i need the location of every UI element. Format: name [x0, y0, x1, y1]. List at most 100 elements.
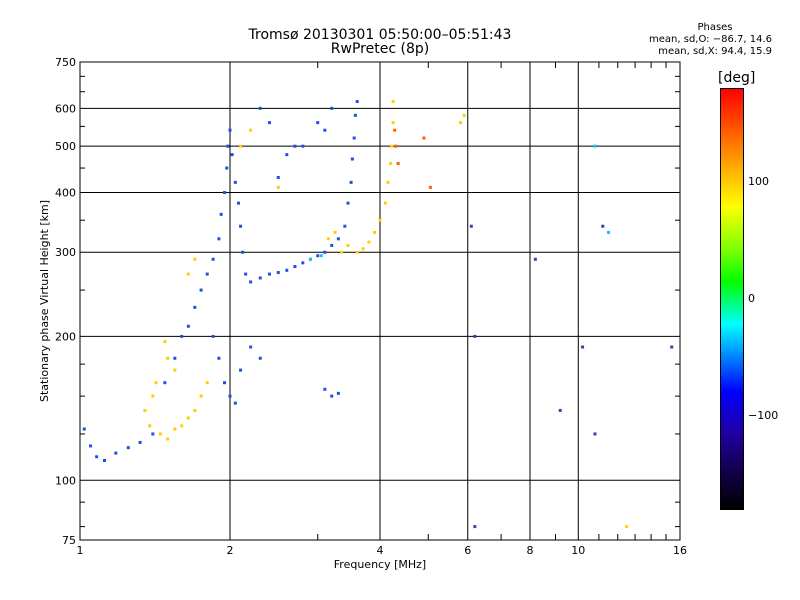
- data-point: [267, 272, 271, 276]
- data-point: [267, 121, 271, 125]
- data-point: [173, 427, 177, 431]
- data-point: [301, 144, 305, 148]
- x-tick-label: 1: [77, 544, 84, 557]
- data-point: [396, 161, 400, 165]
- data-point: [223, 381, 227, 385]
- data-point: [258, 356, 262, 360]
- chart-subtitle: RwPretec (8p): [330, 41, 430, 57]
- x-axis-label: Frequency [MHz]: [334, 558, 426, 571]
- data-point: [378, 218, 382, 222]
- data-point: [239, 144, 243, 148]
- x-tick-label: 10: [571, 544, 585, 557]
- data-point: [173, 368, 177, 372]
- data-point: [154, 381, 158, 385]
- data-point: [163, 340, 167, 344]
- data-point: [625, 525, 629, 529]
- phases-legend: Phases mean, sd,O: −86.7, 14.6 mean, sd,…: [612, 22, 772, 58]
- data-point: [126, 446, 130, 450]
- data-point: [293, 144, 297, 148]
- data-point: [670, 345, 674, 349]
- data-point: [114, 451, 118, 455]
- y-tick-label: 300: [55, 246, 76, 259]
- phases-heading: Phases: [697, 22, 733, 33]
- colorbar-tick-label: −100: [748, 409, 779, 423]
- data-point: [219, 212, 223, 216]
- data-point: [166, 437, 170, 441]
- data-point: [103, 458, 107, 462]
- data-point: [346, 243, 350, 247]
- data-point: [340, 250, 344, 254]
- data-point: [211, 334, 215, 338]
- x-tick-label: 6: [464, 544, 471, 557]
- data-point: [217, 237, 221, 241]
- data-point: [236, 201, 240, 205]
- data-point: [323, 387, 327, 391]
- data-point: [593, 144, 597, 148]
- data-point: [258, 276, 262, 280]
- data-point: [469, 224, 473, 228]
- data-point: [193, 257, 197, 261]
- phases-x-line: mean, sd,X: 94.4, 15.9: [658, 46, 772, 57]
- y-tick-label: 100: [55, 474, 76, 487]
- x-tick-label: 16: [673, 544, 687, 557]
- data-point: [367, 240, 371, 244]
- data-point: [352, 136, 356, 140]
- y-tick-label: 400: [55, 186, 76, 199]
- colorbar-tick-label: 0: [748, 292, 755, 305]
- data-point: [333, 230, 337, 234]
- data-point: [607, 230, 611, 234]
- data-point: [353, 113, 357, 117]
- data-point: [422, 136, 426, 140]
- data-point: [458, 121, 462, 125]
- data-point: [239, 368, 243, 372]
- data-point: [217, 356, 221, 360]
- data-point: [180, 424, 184, 428]
- data-point: [276, 175, 280, 179]
- y-tick-label: 750: [55, 56, 76, 69]
- x-tick-label: 8: [527, 544, 534, 557]
- data-point: [193, 408, 197, 412]
- data-point: [389, 161, 393, 165]
- data-point: [350, 157, 354, 161]
- data-point: [223, 190, 227, 194]
- data-point: [323, 250, 327, 254]
- data-point: [205, 381, 209, 385]
- data-point: [151, 394, 155, 398]
- data-point: [225, 166, 229, 170]
- data-point: [186, 324, 190, 328]
- data-point: [394, 144, 398, 148]
- x-tick-label: 2: [227, 544, 234, 557]
- data-point: [462, 113, 466, 117]
- data-point: [326, 237, 330, 241]
- data-point: [151, 432, 155, 436]
- data-point: [230, 153, 234, 157]
- data-point: [228, 394, 232, 398]
- data-point: [180, 334, 184, 338]
- chart-title: Tromsø 20130301 05:50:00–05:51:43: [248, 27, 512, 43]
- data-point: [199, 288, 203, 292]
- data-point: [166, 356, 170, 360]
- data-point: [158, 432, 162, 436]
- data-point: [89, 444, 93, 448]
- data-point: [336, 391, 340, 395]
- data-point: [343, 224, 347, 228]
- data-point: [428, 185, 432, 189]
- data-point: [258, 106, 262, 110]
- data-point: [308, 257, 312, 261]
- data-point: [593, 432, 597, 436]
- data-point: [330, 394, 334, 398]
- y-axis-label: Stationary phase Virtual Height [km]: [38, 200, 51, 402]
- data-point: [244, 272, 248, 276]
- data-point: [82, 427, 86, 431]
- y-tick-label: 200: [55, 330, 76, 343]
- data-point: [336, 237, 340, 241]
- data-point: [361, 247, 365, 251]
- y-tick-label: 600: [55, 102, 76, 115]
- data-point: [316, 121, 320, 125]
- data-point: [228, 128, 232, 132]
- data-point: [473, 525, 477, 529]
- data-point: [533, 257, 537, 261]
- data-point: [293, 265, 297, 269]
- colorbar-title: [deg]: [718, 70, 756, 86]
